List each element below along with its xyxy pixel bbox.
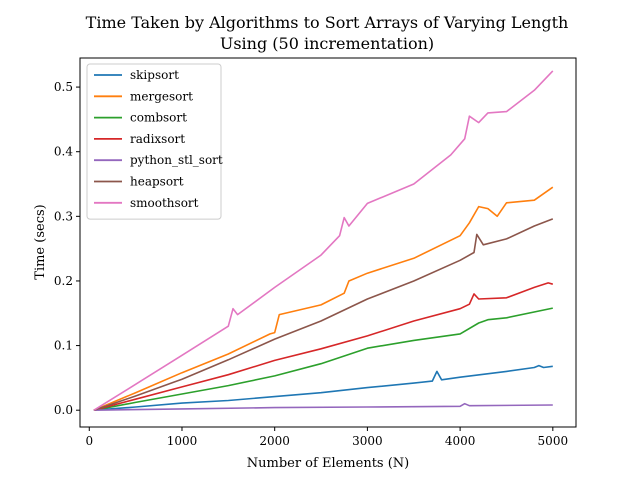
series-line-skipsort	[93, 364, 553, 411]
legend-label-radixsort: radixsort	[130, 132, 185, 146]
legend-label-python-stl-sort: python_stl_sort	[130, 153, 223, 167]
legend-label-skipsort: skipsort	[130, 68, 179, 82]
series-line-radixsort	[93, 282, 554, 411]
x-axis-label: Number of Elements (N)	[247, 456, 410, 471]
plot-area-frame	[79, 57, 577, 428]
legend-label-mergesort: mergesort	[130, 89, 193, 103]
series-line-combsort	[93, 307, 553, 411]
series-lines	[93, 70, 554, 411]
legend-box	[86, 63, 222, 220]
x-axis: 0 1000 2000 3000 4000 5000	[85, 427, 568, 448]
y-axis-label: Time (secs)	[33, 204, 48, 279]
y-axis: 0.0 0.1 0.2 0.3 0.4 0.5	[54, 80, 80, 417]
legend: skipsort mergesort combsort radixsort python…	[86, 63, 223, 220]
x-tick-label: 4000	[445, 434, 476, 448]
x-tick-label: 0	[85, 434, 93, 448]
x-tick-label: 5000	[538, 434, 569, 448]
x-tick-label: 1000	[167, 434, 198, 448]
series-line-smoothsort	[93, 70, 554, 411]
y-tick-label: 0.3	[54, 209, 73, 223]
legend-label-smoothsort: smoothsort	[130, 196, 199, 210]
y-tick-label: 0.5	[54, 80, 73, 94]
y-tick-label: 0.2	[54, 274, 73, 288]
y-tick-label: 0.4	[54, 145, 73, 159]
series-line-heapsort	[93, 218, 554, 411]
legend-label-combsort: combsort	[130, 111, 187, 125]
x-tick-label: 3000	[352, 434, 383, 448]
chart-title: Time Taken by Algorithms to Sort Arrays …	[86, 13, 569, 32]
series-line-mergesort	[93, 186, 554, 411]
legend-label-heapsort: heapsort	[130, 175, 184, 189]
series-line-python-stl-sort	[93, 402, 553, 411]
chart-subtitle: Using (50 incrementation)	[220, 34, 434, 53]
y-tick-label: 0.1	[54, 339, 73, 353]
y-tick-label: 0.0	[54, 403, 73, 417]
x-tick-label: 2000	[259, 434, 290, 448]
